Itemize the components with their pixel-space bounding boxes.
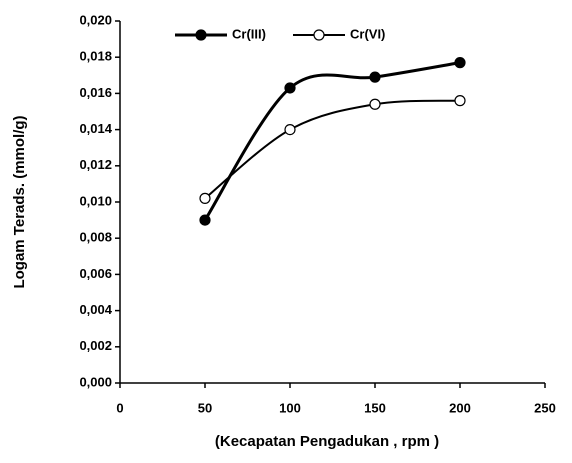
y-tick-label: 0,004 bbox=[79, 302, 112, 317]
x-tick-label: 50 bbox=[198, 400, 212, 415]
y-tick-label: 0,002 bbox=[79, 338, 112, 353]
marker bbox=[454, 57, 466, 69]
y-tick-label: 0,008 bbox=[79, 230, 112, 245]
legend-marker bbox=[313, 29, 325, 41]
marker bbox=[199, 192, 211, 204]
x-tick-label: 0 bbox=[116, 400, 123, 415]
y-tick-label: 0,006 bbox=[79, 266, 112, 281]
legend-marker bbox=[195, 29, 207, 41]
x-tick-label: 100 bbox=[279, 400, 301, 415]
y-tick-label: 0,012 bbox=[79, 157, 112, 172]
y-axis-label: Logam Terads. (mmol/g) bbox=[11, 115, 28, 288]
x-tick-label: 200 bbox=[449, 400, 471, 415]
marker bbox=[284, 82, 296, 94]
series-line bbox=[204, 99, 461, 200]
y-tick-label: 0,010 bbox=[79, 193, 112, 208]
y-tick-label: 0,014 bbox=[79, 121, 112, 136]
marker bbox=[369, 98, 381, 110]
marker bbox=[369, 71, 381, 83]
y-tick-label: 0,020 bbox=[79, 12, 112, 27]
series-line bbox=[203, 61, 461, 221]
y-tick-label: 0,018 bbox=[79, 49, 112, 64]
marker bbox=[284, 124, 296, 136]
x-axis-label: (Kecapatan Pengadukan , rpm ) bbox=[215, 433, 439, 450]
legend-label: Cr(III) bbox=[232, 26, 266, 41]
x-tick-label: 150 bbox=[364, 400, 386, 415]
y-tick-label: 0,000 bbox=[79, 374, 112, 389]
marker bbox=[199, 214, 211, 226]
marker bbox=[454, 95, 466, 107]
y-tick-label: 0,016 bbox=[79, 85, 112, 100]
x-tick-label: 250 bbox=[534, 400, 556, 415]
legend-label: Cr(VI) bbox=[350, 26, 385, 41]
